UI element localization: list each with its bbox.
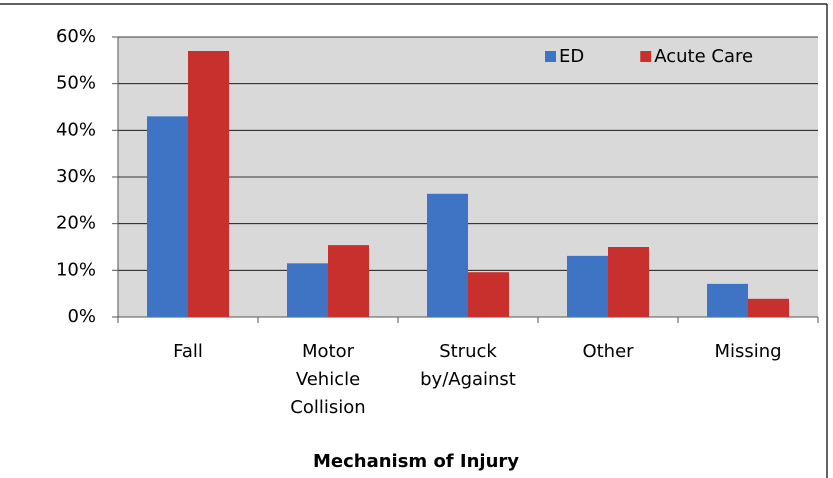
bar: [608, 247, 649, 317]
y-tick-label: 40%: [56, 119, 96, 140]
bar: [287, 263, 328, 317]
y-tick-label: 20%: [56, 213, 96, 234]
bar: [328, 245, 369, 317]
bar: [567, 255, 608, 317]
y-tick-label: 30%: [56, 166, 96, 187]
bar: [748, 298, 789, 317]
bar: [188, 51, 229, 317]
legend-swatch: [545, 51, 556, 62]
y-tick-label: 60%: [56, 26, 96, 47]
legend-label: Acute Care: [654, 46, 753, 67]
y-tick-label: 0%: [67, 306, 96, 327]
bar: [468, 272, 509, 317]
x-tick-label: Missing: [714, 341, 782, 362]
x-axis-title: Mechanism of Injury: [313, 451, 519, 472]
x-tick-label: Struck by/Against: [420, 341, 516, 390]
y-tick-label: 10%: [56, 259, 96, 280]
legend-swatch: [640, 51, 652, 62]
x-tick-label: Other: [582, 341, 634, 362]
bar: [427, 193, 468, 317]
bar: [147, 116, 188, 317]
bar: [707, 283, 748, 317]
y-tick-label: 50%: [56, 73, 96, 94]
x-tick-label: Fall: [173, 341, 203, 362]
x-tick-label: Motor Vehicle Collision: [290, 341, 366, 418]
legend-label: ED: [559, 46, 584, 67]
